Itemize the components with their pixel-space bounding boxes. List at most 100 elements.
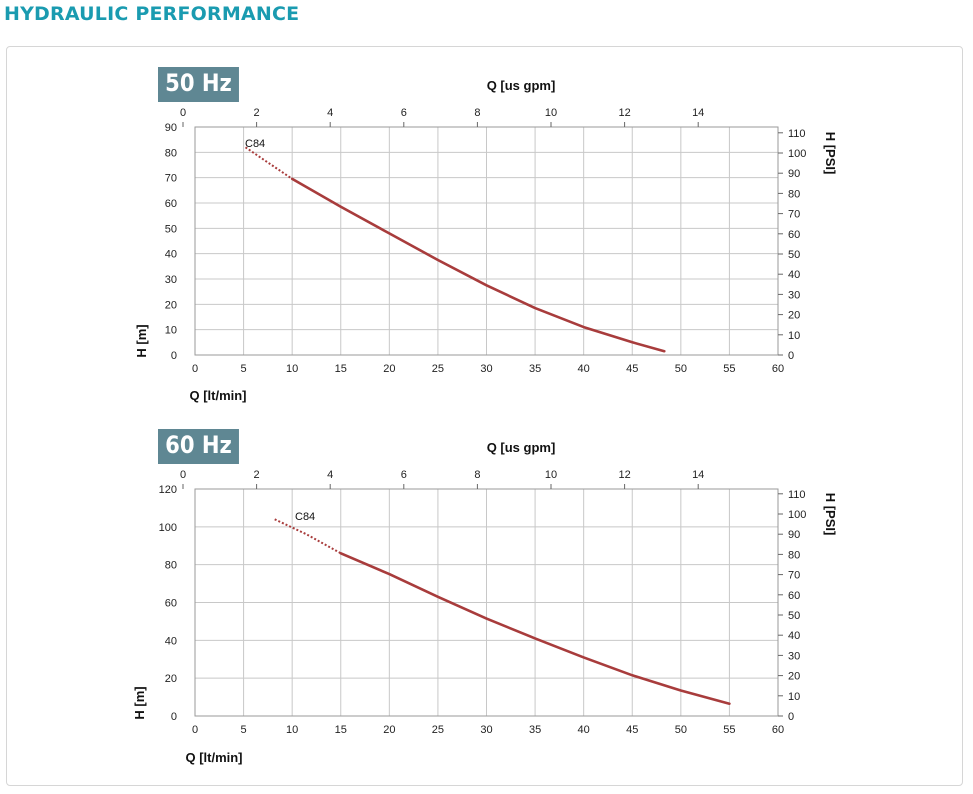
- y-tick-label: 120: [159, 484, 177, 496]
- x-tick-label: 35: [529, 724, 541, 736]
- y2-tick-label: 60: [788, 590, 800, 602]
- y2-axis-title: H [PSI]: [823, 493, 838, 536]
- y-tick-label: 40: [165, 635, 177, 647]
- curve-c84-dotted: [274, 518, 342, 555]
- y2-tick-label: 10: [788, 691, 800, 703]
- curve-c84: [290, 177, 666, 353]
- x-tick-label: 35: [529, 363, 541, 375]
- x2-tick-label: 8: [474, 469, 480, 481]
- y-tick-label: 60: [165, 598, 177, 610]
- y2-tick-label: 110: [788, 489, 806, 501]
- y2-tick-label: 110: [788, 128, 806, 140]
- y-tick-label: 80: [165, 560, 177, 572]
- y-tick-label: 10: [165, 325, 177, 337]
- x2-tick-label: 2: [254, 107, 260, 119]
- y-tick-label: 40: [165, 249, 177, 261]
- x-tick-label: 30: [480, 363, 492, 375]
- x-tick-label: 55: [723, 363, 735, 375]
- x-tick-label: 20: [383, 724, 395, 736]
- y2-tick-label: 100: [788, 509, 806, 521]
- y2-tick-label: 70: [788, 570, 800, 582]
- plot-frame: [194, 488, 779, 717]
- x-tick-label: 45: [626, 363, 638, 375]
- chart-panel: [6, 46, 963, 786]
- y2-tick-label: 20: [788, 671, 800, 683]
- x-tick-label: 60: [772, 363, 784, 375]
- x-tick-label: 10: [286, 724, 298, 736]
- y-tick-label: 20: [165, 299, 177, 311]
- y2-tick-label: 70: [788, 209, 800, 221]
- x-tick-label: 15: [335, 724, 347, 736]
- x2-tick-label: 10: [545, 107, 557, 119]
- x-tick-label: 30: [480, 724, 492, 736]
- y2-tick-label: 0: [788, 711, 794, 723]
- x-tick-label: 5: [241, 724, 247, 736]
- x-tick-label: 50: [675, 724, 687, 736]
- x-tick-label: 10: [286, 363, 298, 375]
- y-tick-label: 60: [165, 198, 177, 210]
- curve-c84-dotted: [244, 146, 293, 180]
- x-tick-label: 45: [626, 724, 638, 736]
- y2-tick-label: 40: [788, 269, 800, 281]
- y-axis-title: H [m]: [132, 686, 147, 719]
- y2-tick-label: 80: [788, 188, 800, 200]
- y2-tick-label: 30: [788, 289, 800, 301]
- x2-tick-label: 12: [618, 469, 630, 481]
- y2-tick-label: 90: [788, 529, 800, 541]
- y2-tick-label: 60: [788, 229, 800, 241]
- x2-tick-label: 2: [254, 469, 260, 481]
- x-tick-label: 5: [241, 363, 247, 375]
- y-axis-title: H [m]: [134, 324, 149, 357]
- x-axis-title: Q [lt/min]: [189, 388, 246, 403]
- chart-60hz: 0 5 10 15 20 25 30 35 40 45 50 55 600204060801001200…: [132, 440, 838, 765]
- y2-tick-label: 40: [788, 630, 800, 642]
- frequency-badge-60hz: 60 Hz: [158, 429, 239, 464]
- x2-tick-label: 6: [401, 107, 407, 119]
- x2-tick-label: 6: [401, 469, 407, 481]
- y-tick-label: 20: [165, 673, 177, 685]
- plot-frame: [194, 126, 779, 356]
- x2-axis-title: Q [us gpm]: [487, 78, 556, 93]
- x2-tick-label: 4: [327, 469, 333, 481]
- x-tick-label: 20: [383, 363, 395, 375]
- y-tick-label: 90: [165, 122, 177, 134]
- x-tick-label: 55: [723, 724, 735, 736]
- y2-tick-label: 30: [788, 650, 800, 662]
- y-tick-label: 30: [165, 274, 177, 286]
- x-tick-label: 25: [432, 363, 444, 375]
- y-tick-label: 80: [165, 147, 177, 159]
- x2-tick-label: 10: [545, 469, 557, 481]
- curve-c84: [339, 551, 731, 706]
- curve-label-c84: C84: [245, 138, 265, 150]
- x2-tick-label: 14: [692, 469, 704, 481]
- y2-tick-label: 0: [788, 350, 794, 362]
- y2-axis-title: H [PSI]: [823, 132, 838, 175]
- x-tick-label: 60: [772, 724, 784, 736]
- x2-tick-label: 8: [474, 107, 480, 119]
- x-tick-label: 50: [675, 363, 687, 375]
- y-tick-label: 100: [159, 522, 177, 534]
- x-tick-label: 40: [578, 363, 590, 375]
- y2-tick-label: 50: [788, 249, 800, 261]
- y2-tick-label: 20: [788, 310, 800, 322]
- x2-tick-label: 0: [180, 107, 186, 119]
- y2-tick-label: 50: [788, 610, 800, 622]
- x2-tick-label: 0: [180, 469, 186, 481]
- x2-tick-label: 4: [327, 107, 333, 119]
- x-tick-label: 0: [192, 724, 198, 736]
- y2-tick-label: 80: [788, 549, 800, 561]
- y-tick-label: 0: [171, 711, 177, 723]
- y-tick-label: 70: [165, 173, 177, 185]
- chart-50hz: 0 5 10 15 20 25 30 35 40 45 50 55 600102030405060708…: [134, 78, 838, 403]
- curve-label-c84: C84: [295, 511, 315, 523]
- page-title: HYDRAULIC PERFORMANCE: [4, 3, 300, 25]
- x-axis-title: Q [lt/min]: [185, 750, 242, 765]
- y-tick-label: 0: [171, 350, 177, 362]
- frequency-badge-50hz: 50 Hz: [158, 67, 239, 102]
- x-tick-label: 25: [432, 724, 444, 736]
- x2-tick-label: 14: [692, 107, 704, 119]
- x2-axis-title: Q [us gpm]: [487, 440, 556, 455]
- x2-tick-label: 12: [618, 107, 630, 119]
- y-tick-label: 50: [165, 223, 177, 235]
